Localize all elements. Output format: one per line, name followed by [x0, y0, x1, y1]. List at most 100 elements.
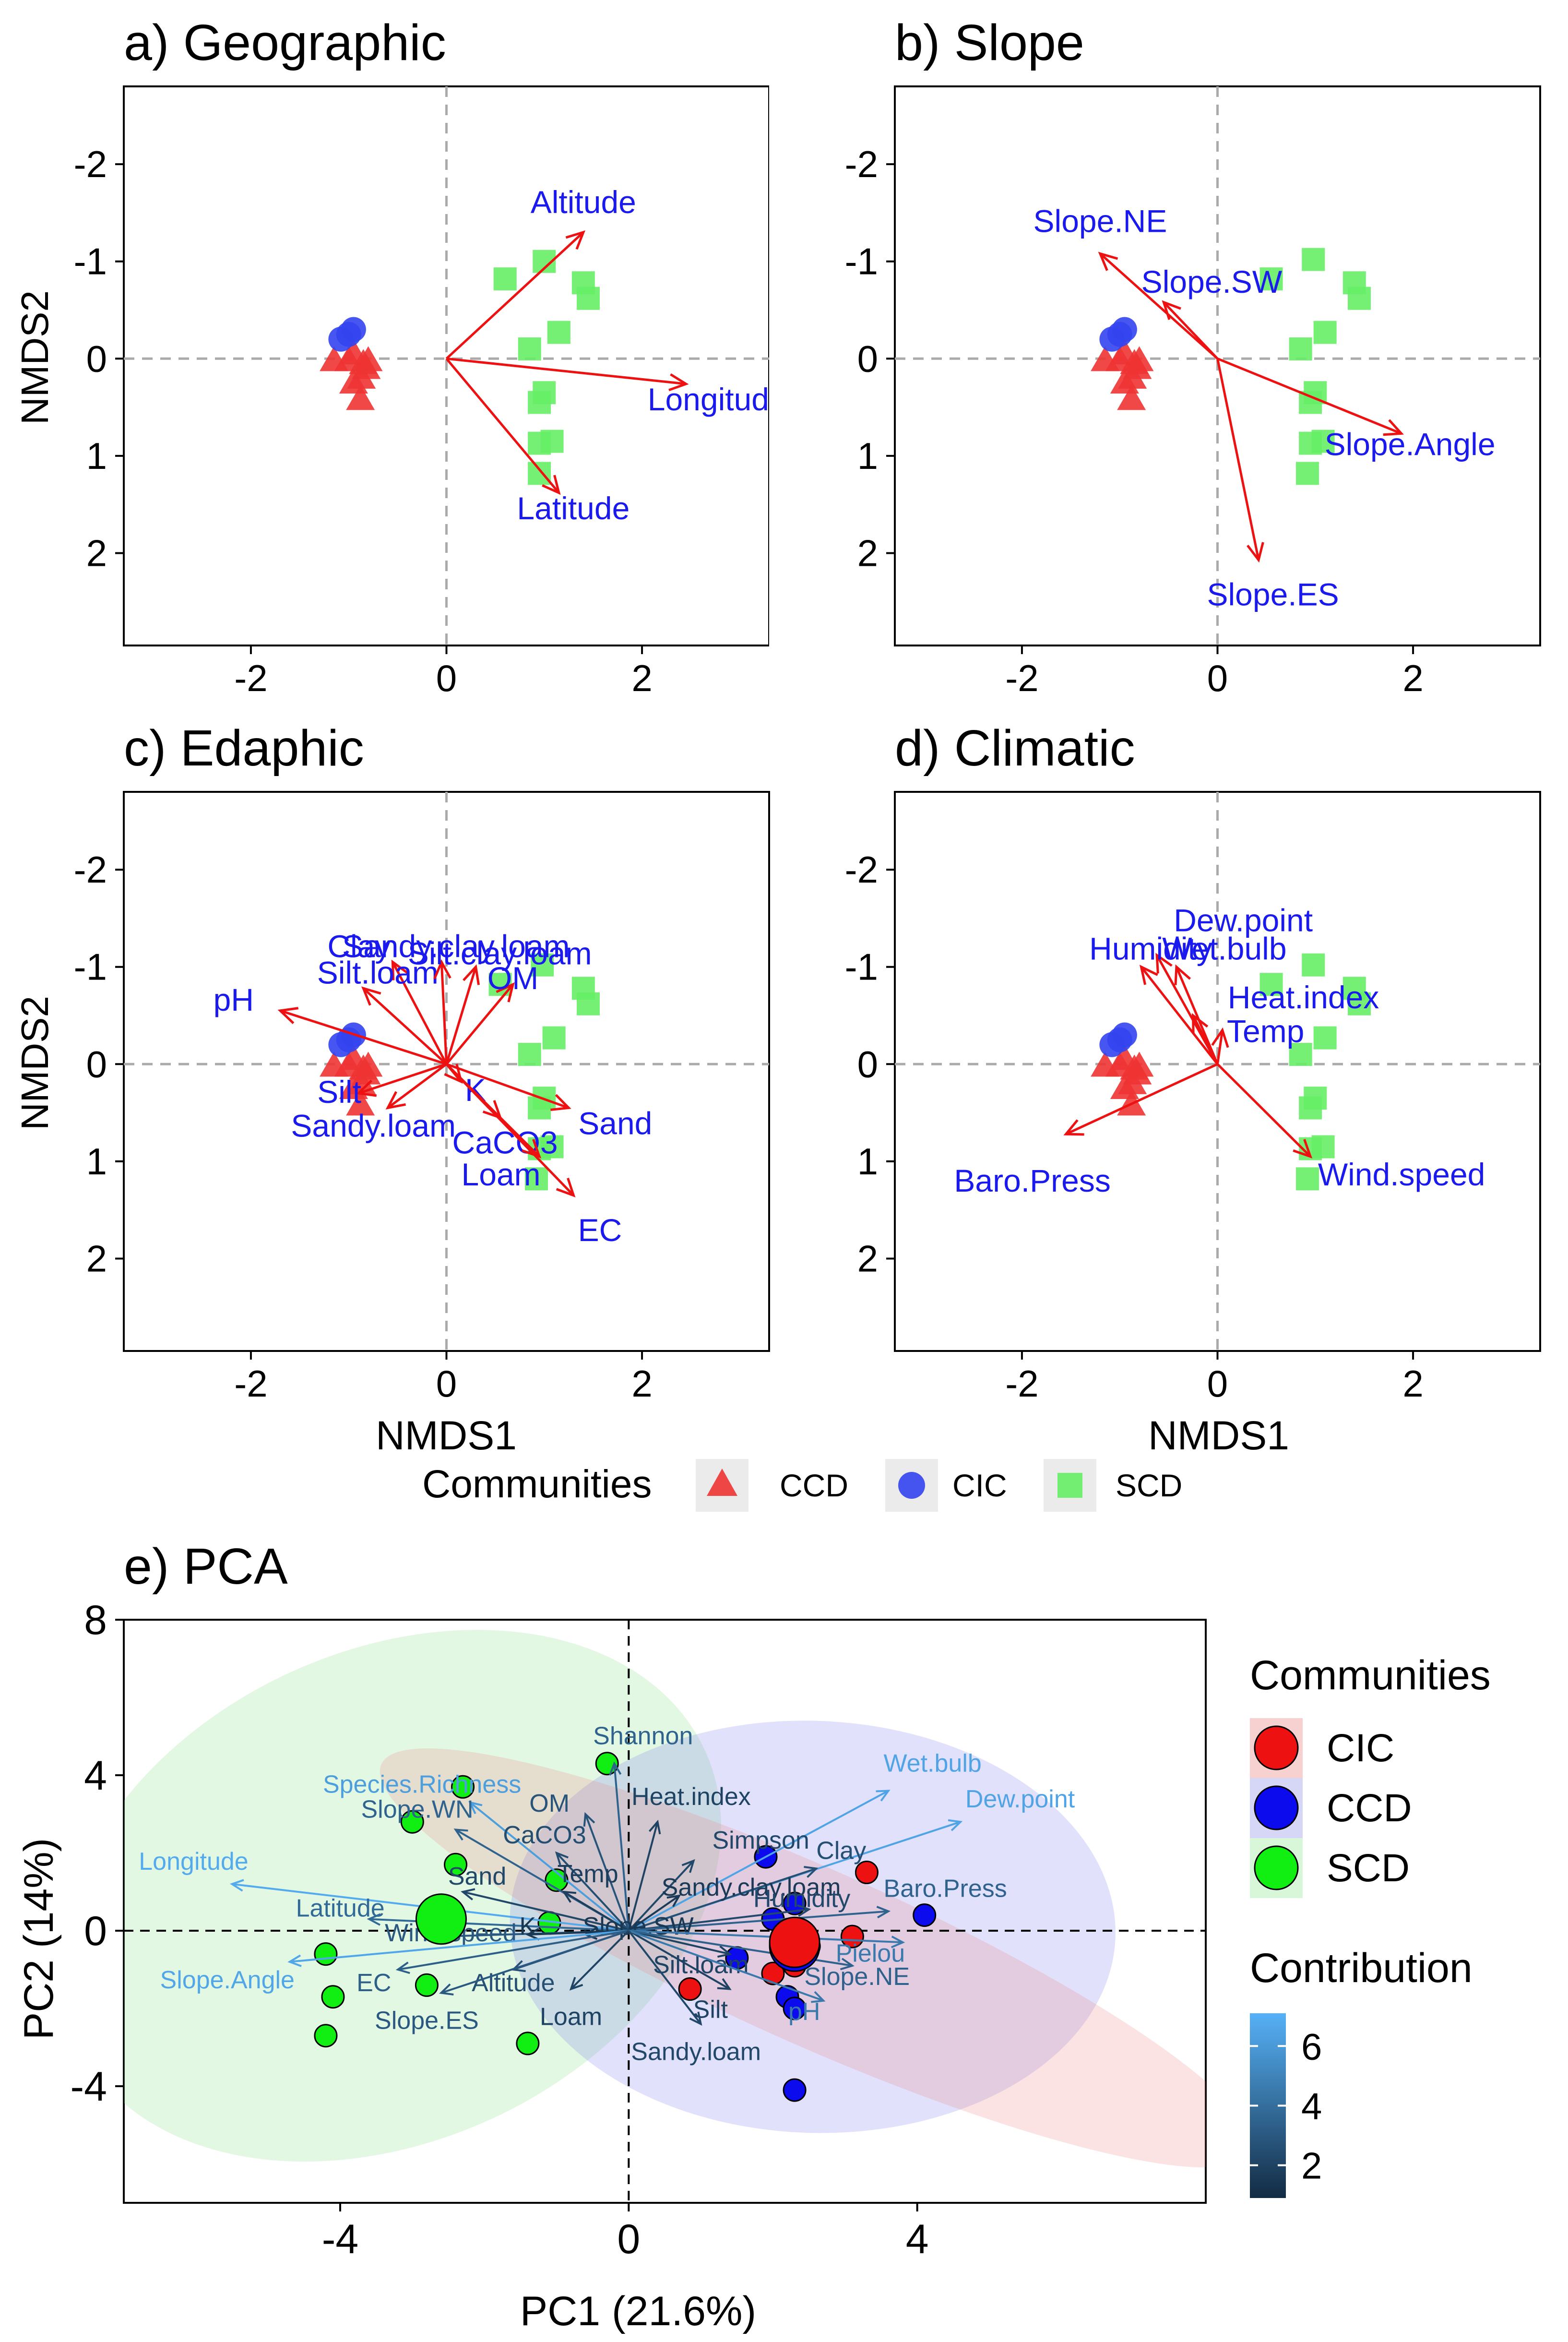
scd-point — [1289, 337, 1312, 361]
panel-b-xtick-label: 0 — [1207, 657, 1228, 699]
scd-point — [1311, 1135, 1335, 1159]
cic-point — [328, 1032, 354, 1057]
vector-arrow — [445, 966, 477, 1065]
vector-arrow — [1192, 1015, 1219, 1065]
loading-arrow — [628, 1860, 695, 1932]
ccd-point — [1110, 1045, 1139, 1070]
loading-arrow — [628, 1930, 730, 1955]
pca-ccd-point — [913, 1903, 937, 1927]
vector-arrow — [280, 1009, 447, 1065]
panel-a-ytick-label: -2 — [74, 143, 107, 185]
pca-legend-title: Communities — [1250, 1652, 1491, 1698]
loading-arrowhead — [555, 1851, 569, 1865]
panel-b-ytick-label: -1 — [845, 240, 878, 283]
panel-c-ytick-label: 1 — [86, 1140, 107, 1183]
ccd-point — [339, 339, 368, 365]
loading-arrowhead — [796, 1904, 811, 1917]
vector-label: Slope.Angle — [1325, 426, 1496, 462]
loading-arrow — [584, 1814, 630, 1931]
legend-ccd-triangle — [707, 1469, 737, 1496]
loading-arrowhead — [229, 1879, 244, 1892]
loading-arrowhead — [583, 1812, 595, 1827]
panel-d-ytick-label: 0 — [857, 1043, 878, 1085]
panel-a-ytick-label: 2 — [86, 532, 107, 574]
scd-point — [542, 1026, 566, 1050]
vector-label: OM — [487, 960, 538, 996]
loading-arrow — [628, 1867, 817, 1932]
vector-label: Altitude — [531, 184, 636, 220]
pca-ytick-label: 0 — [84, 1908, 107, 1954]
loading-arrow — [628, 1895, 680, 1932]
contribution-legend-title: Contribution — [1250, 1945, 1473, 1991]
pca-xtick-label: 0 — [617, 2216, 640, 2262]
loading-arrowhead — [948, 1819, 963, 1831]
loading-label: Sandy.clay.loam — [662, 1874, 841, 1901]
pca-xtick-label: 4 — [906, 2216, 929, 2262]
loading-arrowhead — [811, 1991, 826, 2003]
loading-label: Wet.bulb — [884, 1749, 982, 1777]
vector-arrow — [1216, 1063, 1311, 1158]
vector-arrowhead — [1211, 1027, 1229, 1048]
panel-a-ylabel: NMDS2 — [13, 290, 56, 425]
panel-d-xtick-label: 0 — [1207, 1362, 1228, 1405]
panel-c-ytick-label: 2 — [86, 1238, 107, 1280]
communities-legend-top: Communities CCD CIC SCD — [422, 1459, 1182, 1512]
panel-c-ytick-label: -1 — [74, 946, 107, 988]
vector-arrow — [1163, 301, 1219, 360]
vector-arrow — [1217, 357, 1402, 435]
scd-point — [518, 1043, 541, 1066]
pca-ccd-point — [783, 1996, 807, 2020]
vector-arrowhead — [1383, 419, 1404, 436]
vector-label: Longitude — [648, 382, 787, 417]
vector-label: Dew.point — [1174, 902, 1313, 938]
pca-cic-point — [855, 1861, 879, 1884]
scd-point — [540, 430, 564, 453]
vector-arrowhead — [1155, 953, 1173, 974]
vector-arrowhead — [277, 1007, 299, 1024]
loading-arrowhead — [287, 1954, 302, 1967]
pca-legend-scd-label: SCD — [1327, 1846, 1410, 1890]
loading-arrow — [629, 1908, 809, 1932]
loading-label: Shannon — [593, 1722, 693, 1750]
panel-b-plot: -2 0 2 -2 -1 0 1 2 Slope.NE Slope.SW Slope.Angle Sl… — [845, 85, 1541, 699]
panel-d-xtick-label: 2 — [1402, 1362, 1423, 1405]
panel-c: c) Edaphic NMDS2 NMDS1 -2 0 2 -2 -1 0 1 2 pH Clay… — [13, 720, 770, 1458]
scd-point — [524, 1167, 548, 1191]
vector-label: Wind.speed — [1318, 1157, 1485, 1192]
loading-label: Slope.WN — [361, 1795, 473, 1823]
scd-point — [1347, 992, 1371, 1016]
pca-plot-area: Species.Richness Shannon OM Slope.WN CaCO3 He… — [124, 1620, 1206, 2203]
loading-arrowhead — [609, 1761, 622, 1776]
loading-arrowhead — [367, 1913, 381, 1926]
scd-point — [493, 267, 517, 291]
vector-label: Slope.SW — [1141, 264, 1283, 299]
pca-legend-cic-label: CIC — [1327, 1726, 1394, 1770]
vector-label: Humidity — [1089, 931, 1212, 967]
panel-a-ytick-label: 0 — [86, 337, 107, 380]
panel-b: b) Slope -2 0 2 -2 -1 0 1 2 Slope.NE Slope.SW Slop… — [845, 14, 1541, 699]
vector-arrowhead — [1162, 300, 1181, 320]
vector-arrow — [446, 1063, 570, 1109]
vector-label: Sandy.clay.loam — [342, 929, 570, 964]
ccd-point — [1117, 385, 1146, 410]
scd-point — [1313, 321, 1337, 344]
contribution-tick-label: 6 — [1301, 2025, 1322, 2067]
vector-arrow — [446, 357, 687, 385]
loading-arrow — [369, 1918, 629, 1932]
panel-d-ytick-label: 2 — [857, 1238, 878, 1280]
loading-arrowhead — [666, 1894, 681, 1907]
scd-point — [1302, 248, 1325, 271]
panel-b-title: b) Slope — [895, 14, 1084, 71]
loading-label: OM — [529, 1790, 570, 1817]
pca-scd-point — [415, 1973, 439, 1997]
panel-e-title: e) PCA — [124, 1538, 288, 1595]
pca-legend-ccd-circle — [1254, 1785, 1299, 1830]
vector-arrow — [445, 983, 514, 1065]
panel-d-title: d) Climatic — [895, 720, 1135, 777]
pca-scd-point — [516, 2031, 540, 2055]
vector-arrow — [392, 961, 448, 1065]
panel-a-xtick-label: 0 — [436, 657, 457, 699]
pca-scd-point — [400, 1810, 424, 1834]
loading-label: K — [520, 1912, 536, 1940]
